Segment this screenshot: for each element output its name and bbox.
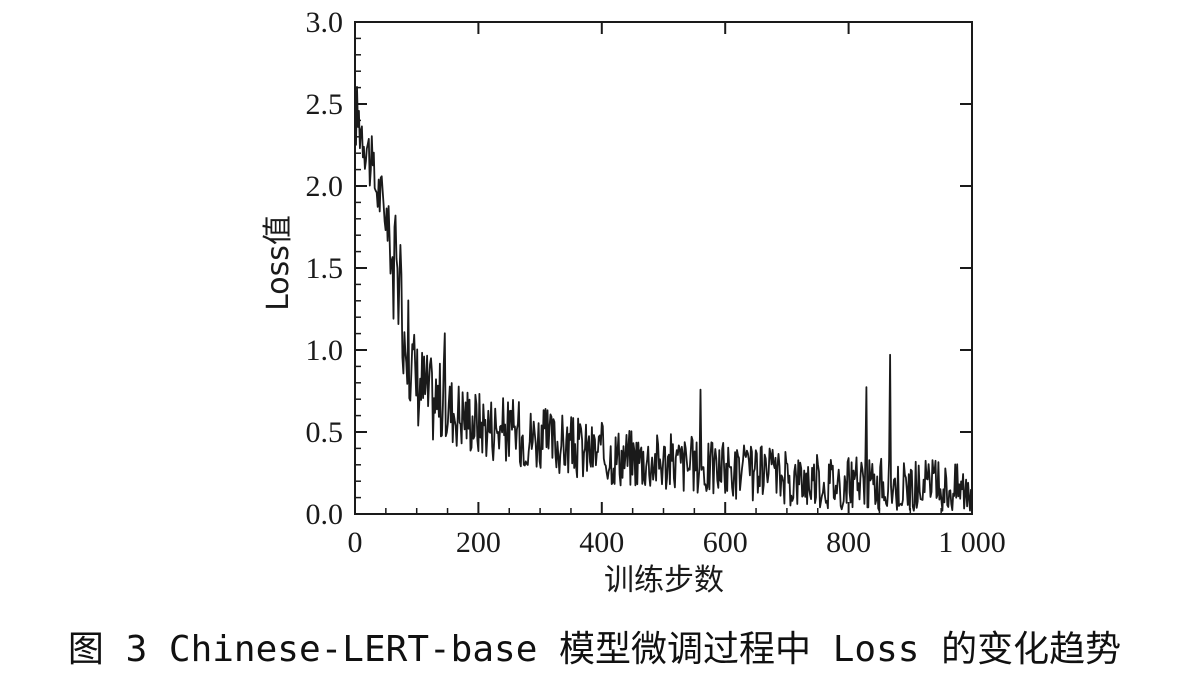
x-tick-label: 800 xyxy=(826,526,871,559)
y-tick-label: 0.5 xyxy=(306,416,344,449)
x-tick-label: 400 xyxy=(579,526,624,559)
x-tick-label: 600 xyxy=(703,526,748,559)
x-tick-label: 0 xyxy=(348,526,363,559)
y-axis-title: Loss值 xyxy=(261,215,296,311)
y-tick-label: 2.0 xyxy=(306,170,344,203)
line-layer xyxy=(354,84,972,512)
x-tick-label: 1 000 xyxy=(938,526,1006,559)
plot-frame xyxy=(354,21,973,515)
y-tick-label: 1.5 xyxy=(306,252,344,285)
y-tick-label: 1.0 xyxy=(306,334,344,367)
loss-series-line xyxy=(354,84,972,512)
loss-chart: 0 200 400 600 800 1 0000.00.51.01.52.02.53.0 … xyxy=(261,6,1006,598)
x-axis-title: 训练步数 xyxy=(604,563,724,598)
plot-layer xyxy=(354,21,973,515)
y-tick-label: 2.5 xyxy=(306,88,344,121)
y-tick-label: 0.0 xyxy=(306,498,344,531)
axis-layer: 0 200 400 600 800 1 000 0.0 0.5 1.0 1.5 2.0 2.5 3.0 xyxy=(306,6,1006,559)
y-tick-label: 3.0 xyxy=(306,6,344,39)
figure-caption: 图 3 Chinese-LERT-base 模型微调过程中 Loss 的变化趋势 xyxy=(67,629,1122,670)
x-tick-label: 200 xyxy=(456,526,501,559)
